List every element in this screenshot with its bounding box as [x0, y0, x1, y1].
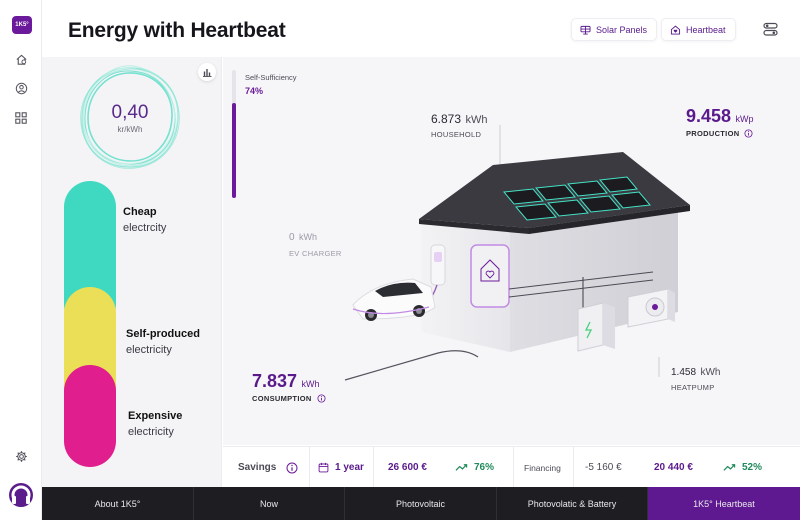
page-title: Energy with Heartbeat	[68, 19, 286, 42]
price-unit: kr/kWh	[117, 125, 143, 134]
bottom-nav: About 1K5° Now Photovoltaic Photovolatic…	[42, 487, 800, 520]
cheap-subtitle: electrcity	[123, 222, 167, 234]
savings-percent-value: 76%	[474, 462, 495, 473]
expensive-subtitle: electricity	[128, 426, 174, 438]
net-percent: 52%	[723, 447, 762, 488]
price-ring-graphic	[80, 65, 180, 169]
tab-photovoltaic[interactable]: Photovoltaic	[345, 487, 497, 520]
self-sufficiency-label: Self-Sufficiency	[245, 73, 297, 82]
period-selector[interactable]: 1 year	[318, 447, 364, 488]
consumption-info-icon[interactable]	[317, 394, 326, 403]
self-produced-title: Self-produced	[126, 328, 200, 340]
period-value: 1 year	[335, 462, 364, 473]
consumption-value: 7.837	[252, 371, 298, 391]
production-info-icon[interactable]	[744, 129, 753, 138]
brand-logo[interactable]: 1K5°	[12, 16, 32, 34]
savings-amount: 26 600 €	[388, 462, 427, 473]
energy-illustration	[223, 57, 800, 445]
price-value: 0,40	[111, 102, 149, 123]
savings-info-icon[interactable]	[286, 462, 298, 474]
production-label: PRODUCTION	[686, 129, 740, 138]
household-unit: kWh	[465, 114, 488, 126]
left-rail: 1K5°	[0, 0, 42, 520]
self-produced-subtitle: electricity	[126, 344, 172, 356]
heartbeat-button[interactable]: Heartbeat	[661, 18, 736, 41]
divider	[373, 447, 374, 488]
tab-photovoltaic-battery[interactable]: Photovolatic & Battery	[497, 487, 648, 520]
consumption-unit: kWh	[301, 379, 320, 389]
heatpump-value: 1.458	[671, 367, 697, 378]
self-produced-label: Self-produced electricity	[126, 326, 200, 358]
divider	[573, 447, 574, 488]
heartbeat-label: Heartbeat	[686, 24, 726, 35]
chart-toggle-button[interactable]	[198, 63, 216, 81]
bar-chart-icon	[203, 68, 212, 77]
heartbeat-house-icon	[670, 24, 681, 35]
production-value: 9.458	[686, 106, 732, 126]
heatpump-unit: kWh	[700, 367, 721, 378]
net-amount: 20 440 €	[654, 462, 693, 473]
expensive-pill	[64, 365, 116, 467]
production-unit: kWp	[735, 114, 754, 124]
heatpump-metric: 1.458 kWh HEATPUMP	[671, 362, 720, 392]
household-metric: 6.873 kWh HOUSEHOLD	[431, 110, 487, 139]
savings-label: Savings	[238, 462, 277, 473]
toggle-settings-icon[interactable]	[762, 21, 780, 37]
savings-bar: Savings 1 year 26 600 € 76% Financing -5…	[223, 446, 800, 488]
self-sufficiency-value: 74%	[245, 86, 264, 96]
production-metric: 9.458 kWp PRODUCTION	[686, 106, 754, 138]
home-energy-icon[interactable]	[14, 52, 28, 66]
settings-gear-icon[interactable]	[14, 449, 28, 463]
divider	[513, 447, 514, 488]
tab-now[interactable]: Now	[194, 487, 345, 520]
cheap-label: Cheap electrcity	[123, 204, 166, 236]
heatpump-label: HEATPUMP	[671, 383, 715, 392]
net-percent-value: 52%	[742, 462, 763, 473]
expensive-label: Expensive electricity	[128, 408, 182, 440]
trend-up-icon	[455, 464, 468, 471]
tab-heartbeat[interactable]: 1K5° Heartbeat	[648, 487, 800, 520]
financing-label: Financing	[524, 462, 561, 473]
solar-panels-button[interactable]: Solar Panels	[571, 18, 658, 41]
expensive-title: Expensive	[128, 410, 183, 422]
calendar-icon	[318, 462, 329, 473]
household-label: HOUSEHOLD	[431, 130, 482, 139]
avatar[interactable]	[9, 483, 33, 507]
self-sufficiency-fill	[232, 103, 236, 198]
solar-panel-icon	[580, 25, 591, 35]
savings-percent: 76%	[455, 447, 494, 488]
price-ring: 0,40 kr/kWh	[76, 62, 184, 174]
household-value: 6.873	[431, 112, 462, 126]
ev-charger-value: 0	[289, 232, 295, 243]
divider	[309, 447, 310, 488]
consumption-metric: 7.837 kWh CONSUMPTION	[252, 371, 326, 403]
consumption-label: CONSUMPTION	[252, 394, 312, 403]
savings-title: Savings	[238, 447, 298, 488]
solar-panels-label: Solar Panels	[596, 24, 648, 35]
financing-amount: -5 160 €	[585, 462, 622, 473]
ev-charger-unit: kWh	[299, 232, 318, 242]
tab-about[interactable]: About 1K5°	[42, 487, 194, 520]
house-illustration	[344, 125, 690, 381]
grid-icon[interactable]	[14, 111, 28, 125]
ev-charger-label: EV CHARGER	[289, 249, 342, 258]
trend-up-icon	[723, 464, 736, 471]
cheap-title: Cheap	[123, 206, 157, 218]
user-icon[interactable]	[14, 81, 28, 95]
ev-charger-metric: 0 kWh EV CHARGER	[289, 227, 342, 258]
